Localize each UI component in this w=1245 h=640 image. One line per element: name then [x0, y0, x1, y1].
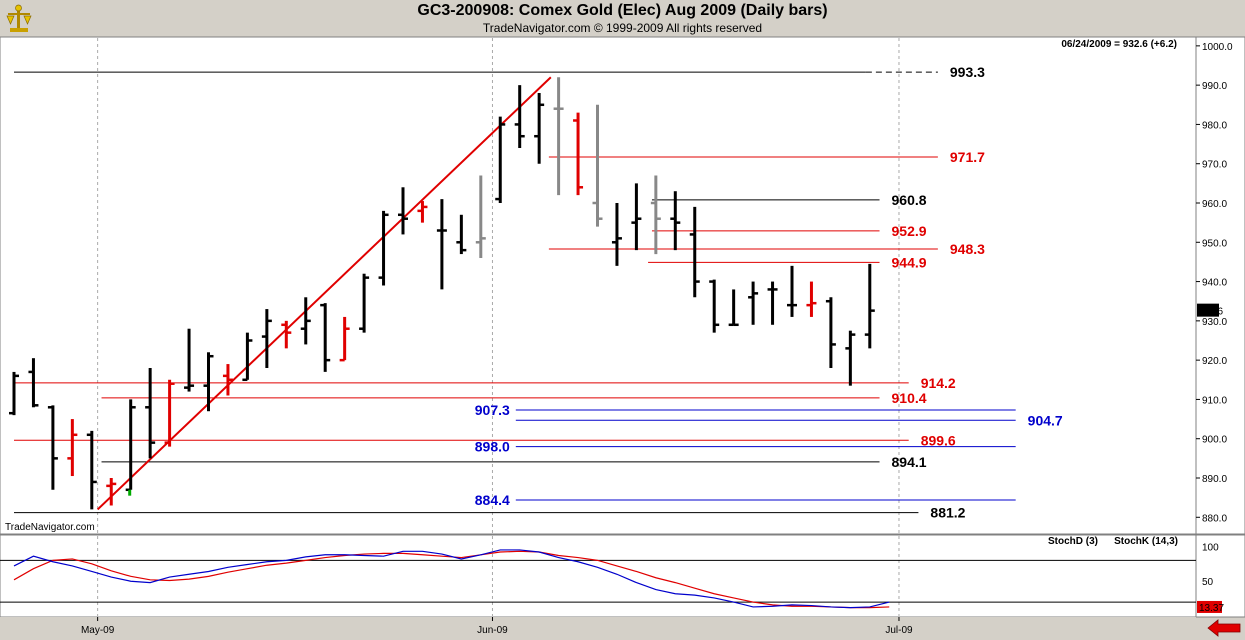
- ohlc-bar: [339, 316, 350, 362]
- level-label: 904.7: [1028, 412, 1063, 428]
- ohlc-bar: [592, 104, 603, 227]
- level-label: 907.3: [475, 402, 510, 418]
- watermark: TradeNavigator.com: [5, 522, 95, 533]
- stoch-tick-label: 100: [1202, 542, 1219, 553]
- level-label: 894.1: [892, 454, 927, 470]
- ohlc-bar: [611, 203, 622, 266]
- level-label: 944.9: [892, 254, 927, 270]
- ohlc-bar: [106, 478, 117, 506]
- ohlc-bar: [300, 297, 311, 345]
- ohlc-bar: [86, 430, 97, 510]
- ohlc-bar: [806, 281, 817, 317]
- ohlc-bar: [261, 309, 272, 368]
- price-axis: [1195, 36, 1245, 535]
- ohlc-bar: [845, 330, 856, 386]
- level-label: 971.7: [950, 149, 985, 165]
- last-price-box: [1197, 303, 1219, 317]
- ohlc-bar: [281, 320, 292, 349]
- ohlc-bar: [650, 175, 661, 255]
- stoch-last-label: 13.37: [1199, 603, 1224, 614]
- price-tick-label: 980.0: [1202, 120, 1227, 131]
- legend-stochk: StochK (14,3): [1114, 536, 1178, 547]
- ohlc-bar: [670, 191, 681, 251]
- ohlc-bar: [553, 77, 564, 196]
- level-label: 952.9: [892, 223, 927, 239]
- ohlc-bar: [495, 116, 506, 203]
- stoch-last-box: [1197, 600, 1222, 613]
- ohlc-bar: [164, 379, 175, 447]
- ohlc-bar: [184, 328, 195, 392]
- scroll-left-arrow-icon[interactable]: [1207, 619, 1241, 637]
- last-price-readout: 06/24/2009 = 932.6 (+6.2): [1061, 39, 1177, 50]
- ohlc-bar: [242, 332, 253, 382]
- ohlc-bar: [456, 214, 467, 255]
- price-tick-label: 890.0: [1202, 474, 1227, 485]
- level-label: 899.6: [921, 432, 956, 448]
- level-label: 993.3: [950, 64, 985, 80]
- ohlc-bar: [28, 358, 39, 408]
- ohlc-bar: [417, 201, 428, 223]
- price-tick-label: 920.0: [1202, 356, 1227, 367]
- ohlc-bar: [709, 279, 720, 333]
- title-bar: GC3-200908: Comex Gold (Elec) Aug 2009 (…: [0, 0, 1245, 37]
- price-tick-label: 970.0: [1202, 160, 1227, 171]
- level-label: 914.2: [921, 375, 956, 391]
- level-label: 884.4: [475, 492, 510, 508]
- level-label: 960.8: [892, 192, 927, 208]
- ohlc-bar: [475, 175, 486, 258]
- trade-navigator-logo-icon: [6, 4, 32, 32]
- stoch-tick-label: 50: [1202, 577, 1214, 588]
- price-tick-label: 930.0: [1202, 317, 1227, 328]
- stochastic-panel[interactable]: [0, 534, 1197, 618]
- last-price-label: 932.6: [1198, 307, 1223, 318]
- ohlc-bar: [222, 364, 233, 396]
- trendline: [96, 76, 552, 511]
- ohlc-bar: [864, 263, 875, 349]
- stoch-series-line: [13, 549, 890, 609]
- ohlc-bar: [728, 289, 739, 327]
- ohlc-bar: [320, 303, 331, 372]
- level-label: 898.0: [475, 439, 510, 455]
- date-label: Jun-09: [477, 625, 508, 636]
- level-label: 881.2: [930, 505, 965, 521]
- ohlc-bar: [825, 297, 836, 368]
- price-tick-label: 900.0: [1202, 435, 1227, 446]
- ohlc-bar: [203, 352, 214, 412]
- ohlc-bar: [534, 93, 545, 164]
- ohlc-bar: [47, 405, 58, 490]
- ohlc-bar: [398, 187, 408, 235]
- date-label: Jul-09: [885, 625, 913, 636]
- ohlc-bar: [67, 419, 78, 477]
- price-tick-label: 910.0: [1202, 395, 1227, 406]
- ohlc-bar: [436, 199, 447, 290]
- ohlc-bar: [689, 206, 700, 298]
- legend-stochd: StochD (3): [1048, 536, 1098, 547]
- chart-subtitle: TradeNavigator.com © 1999-2009 All right…: [482, 21, 763, 35]
- ohlc-bar: [378, 210, 389, 286]
- ohlc-bar: [767, 281, 778, 325]
- level-label: 948.3: [950, 241, 985, 257]
- ohlc-bar: [631, 183, 642, 251]
- ohlc-bar: [359, 273, 370, 333]
- price-tick-label: 880.0: [1202, 513, 1227, 524]
- level-label: 910.4: [892, 390, 927, 406]
- date-axis: [0, 617, 1196, 640]
- price-tick-label: 960.0: [1202, 199, 1227, 210]
- price-tick-label: 1000.0: [1202, 42, 1233, 53]
- date-label: May-09: [81, 625, 115, 636]
- ohlc-bar: [748, 281, 759, 325]
- price-tick-label: 990.0: [1202, 81, 1227, 92]
- ohlc-bar: [573, 112, 584, 196]
- price-tick-label: 940.0: [1202, 278, 1227, 289]
- ohlc-bar: [514, 85, 525, 148]
- ohlc-bar: [787, 265, 797, 317]
- price-tick-label: 950.0: [1202, 238, 1227, 249]
- ohlc-bar: [145, 368, 156, 459]
- ohlc-bar: [9, 371, 19, 416]
- chart-title: GC3-200908: Comex Gold (Elec) Aug 2009 (…: [417, 2, 828, 19]
